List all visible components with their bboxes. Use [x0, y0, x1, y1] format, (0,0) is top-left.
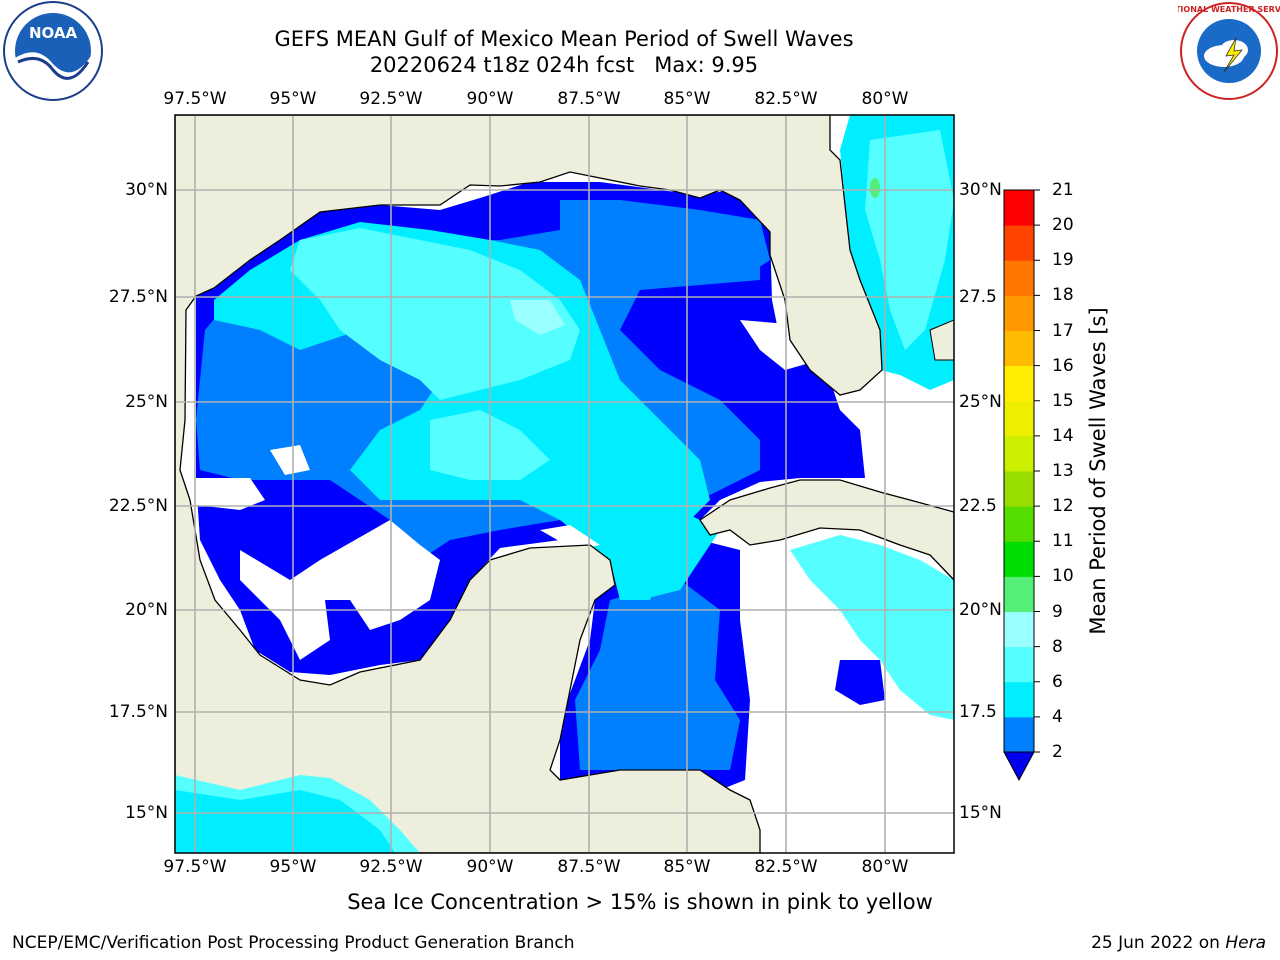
- colorbar-segment: [1004, 331, 1034, 367]
- lat-tick-left: 17.5°N: [109, 702, 168, 722]
- swell-max-spot: [870, 178, 880, 198]
- colorbar-tick-label: 14: [1052, 426, 1074, 446]
- colorbar-segment: [1004, 190, 1034, 226]
- lat-tick-left: 20°N: [125, 600, 168, 620]
- colorbar-tick-label: 12: [1052, 496, 1074, 516]
- colorbar-tick-label: 16: [1052, 356, 1074, 376]
- colorbar: [1004, 190, 1040, 780]
- lon-tick-bottom: 95°W: [270, 857, 317, 877]
- lat-tick-left: 30°N: [125, 180, 168, 200]
- colorbar-tick-label: 11: [1052, 531, 1074, 551]
- colorbar-tick-label: 4: [1052, 707, 1063, 727]
- colorbar-tick-label: 20: [1052, 215, 1074, 235]
- lat-tick-right: 20°N: [959, 600, 1002, 620]
- lon-tick-bottom: 80°W: [862, 857, 909, 877]
- lon-tick-bottom: 82.5°W: [754, 857, 817, 877]
- lon-tick-top: 82.5°W: [754, 89, 817, 109]
- lon-tick-top: 87.5°W: [557, 89, 620, 109]
- lon-tick-bottom: 92.5°W: [359, 857, 422, 877]
- colorbar-tick-label: 17: [1052, 321, 1074, 341]
- colorbar-tick-label: 9: [1052, 602, 1063, 622]
- footer-credit: NCEP/EMC/Verification Post Processing Pr…: [12, 933, 575, 953]
- lon-tick-top: 85°W: [664, 89, 711, 109]
- lat-tick-left: 22.5°N: [109, 496, 168, 516]
- lat-tick-left: 27.5°N: [109, 287, 168, 307]
- lat-tick-right: 22.5: [959, 496, 997, 516]
- lat-tick-right: 15°N: [959, 803, 1002, 823]
- colorbar-tick-label: 8: [1052, 637, 1063, 657]
- lon-tick-top: 95°W: [270, 89, 317, 109]
- footer-date: 25 Jun 2022 on Hera: [1091, 933, 1266, 953]
- lon-tick-bottom: 97.5°W: [163, 857, 226, 877]
- colorbar-segment: [1004, 260, 1034, 296]
- sea-ice-note: Sea Ice Concentration > 15% is shown in …: [347, 890, 933, 914]
- lat-tick-left: 15°N: [125, 803, 168, 823]
- lon-tick-bottom: 85°W: [664, 857, 711, 877]
- lat-tick-left: 25°N: [125, 392, 168, 412]
- colorbar-tick-label: 13: [1052, 461, 1074, 481]
- footer-date-text: 25 Jun 2022 on: [1091, 933, 1225, 953]
- colorbar-segment: [1004, 295, 1034, 331]
- colorbar-tick-label: 6: [1052, 672, 1063, 692]
- colorbar-extend-min: [1004, 752, 1034, 780]
- lat-tick-right: 30°N: [959, 180, 1002, 200]
- colorbar-segment: [1004, 682, 1034, 718]
- colorbar-segment: [1004, 647, 1034, 683]
- colorbar-tick-label: 10: [1052, 566, 1074, 586]
- colorbar-segment: [1004, 401, 1034, 437]
- lon-tick-top: 90°W: [467, 89, 514, 109]
- lon-tick-bottom: 90°W: [467, 857, 514, 877]
- colorbar-segment: [1004, 717, 1034, 753]
- colorbar-segment: [1004, 612, 1034, 648]
- colorbar-tick-label: 2: [1052, 742, 1063, 762]
- colorbar-segment: [1004, 366, 1034, 402]
- colorbar-segment: [1004, 506, 1034, 542]
- lon-tick-top: 92.5°W: [359, 89, 422, 109]
- colorbar-label: Mean Period of Swell Waves [s]: [1086, 307, 1110, 634]
- lon-tick-bottom: 87.5°W: [557, 857, 620, 877]
- colorbar-segment: [1004, 576, 1034, 612]
- colorbar-tick-label: 19: [1052, 250, 1074, 270]
- lat-tick-right: 17.5: [959, 702, 997, 722]
- footer-host: Hera: [1225, 933, 1266, 953]
- colorbar-tick-label: 15: [1052, 391, 1074, 411]
- lon-tick-top: 97.5°W: [163, 89, 226, 109]
- colorbar-tick-label: 18: [1052, 285, 1074, 305]
- lat-tick-right: 27.5: [959, 287, 997, 307]
- lon-tick-top: 80°W: [862, 89, 909, 109]
- colorbar-segment: [1004, 471, 1034, 507]
- colorbar-tick-label: 21: [1052, 180, 1074, 200]
- colorbar-segment: [1004, 541, 1034, 577]
- colorbar-segment: [1004, 225, 1034, 261]
- colorbar-segment: [1004, 436, 1034, 472]
- lat-tick-right: 25°N: [959, 392, 1002, 412]
